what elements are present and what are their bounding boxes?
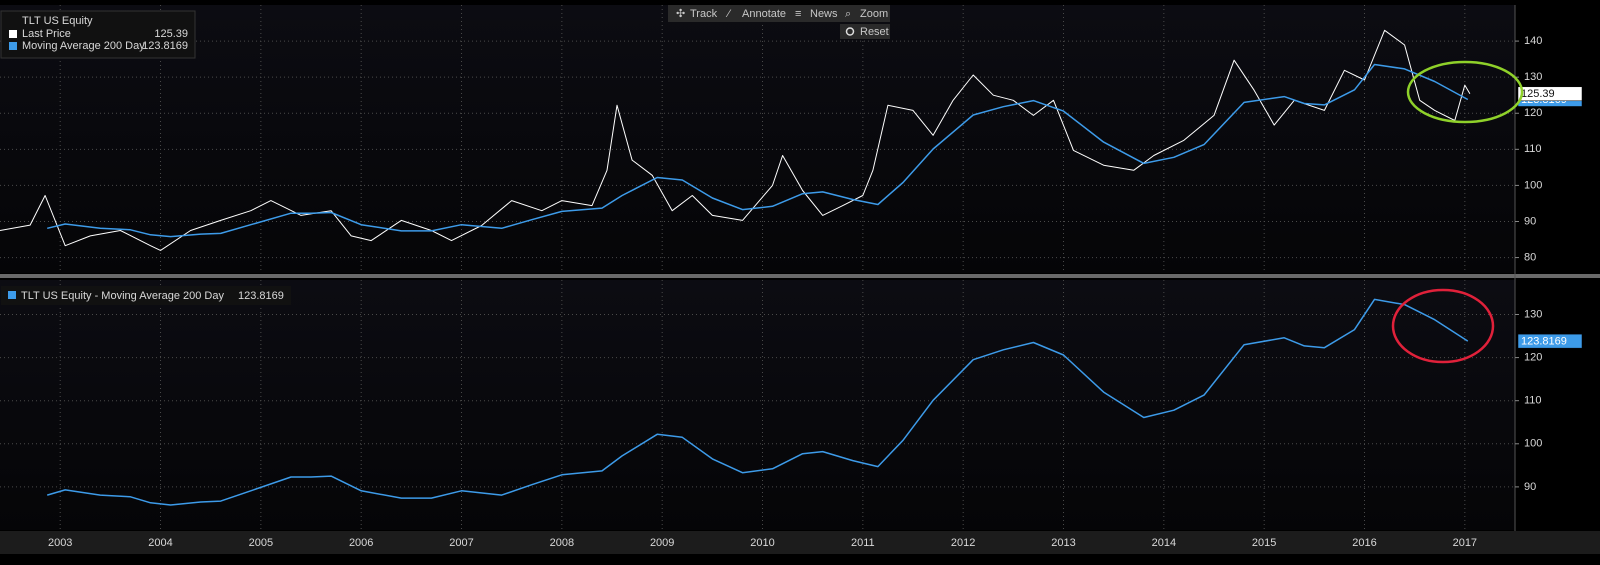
button-label: News	[810, 8, 838, 20]
legend-swatch	[9, 30, 17, 38]
y-tick-label: 110	[1524, 395, 1542, 407]
x-tick-label: 2003	[48, 537, 72, 549]
x-tick-label: 2010	[750, 537, 774, 549]
x-tick-label: 2015	[1252, 537, 1276, 549]
y-tick-label: 90	[1524, 215, 1536, 227]
x-axis-bar	[0, 531, 1600, 554]
toolbar-button[interactable]: ⌕ Zoom	[845, 8, 888, 20]
line-series	[47, 63, 1469, 238]
x-tick-label: 2006	[349, 537, 373, 549]
x-tick-label: 2017	[1453, 537, 1477, 549]
value-tag	[1517, 333, 1583, 349]
legend-label: Last Price	[22, 28, 71, 40]
y-tick-label: 100	[1524, 179, 1542, 191]
highlight-ellipse	[1406, 60, 1524, 124]
y-tick-label: 120	[1524, 351, 1542, 363]
toolbar-button[interactable]: ⁄ Annotate	[725, 8, 786, 20]
legend-title: TLT US Equity	[22, 15, 93, 27]
panel-divider	[0, 274, 1600, 278]
y-tick-label: 110	[1524, 143, 1542, 155]
x-tick-label: 2009	[650, 537, 674, 549]
x-tick-label: 2014	[1152, 537, 1176, 549]
y-tick-label: 100	[1524, 438, 1542, 450]
icon: ≡	[795, 8, 801, 20]
line-series	[0, 29, 1471, 251]
icon	[845, 27, 855, 36]
toolbar-button[interactable]: ≡ News	[795, 8, 838, 20]
legend-swatch	[8, 291, 16, 299]
bottom-plot-area	[0, 280, 1515, 530]
x-tick-label: 2007	[449, 537, 473, 549]
toolbar-button[interactable]: ✣ Track	[676, 8, 718, 20]
y-tick-label: 80	[1524, 251, 1536, 263]
bottom-legend: TLT US Equity - Moving Average 200 Day 1…	[1, 286, 291, 305]
button-label: Track	[690, 8, 718, 20]
reset-button[interactable]: Reset	[840, 24, 890, 39]
legend-value: 125.39	[154, 28, 188, 40]
highlight-ellipse	[1391, 288, 1495, 364]
legend-box	[1, 286, 291, 305]
legend-label: Moving Average 200 Day	[22, 40, 145, 52]
button-label: Reset	[860, 26, 889, 38]
legend-swatch	[9, 42, 17, 50]
y-tick-label: 120	[1524, 107, 1542, 119]
y-tick-label: 130	[1524, 308, 1542, 320]
value-tag	[1517, 86, 1583, 102]
x-tick-label: 2011	[851, 537, 875, 549]
top-legend: TLT US Equity Last Price 125.39 Moving A…	[0, 10, 196, 59]
button-label: Annotate	[742, 8, 786, 20]
x-tick-label: 2008	[550, 537, 574, 549]
icon: ✣	[676, 8, 685, 20]
x-tick-label: 2005	[249, 537, 273, 549]
y-tick-label: 90	[1524, 481, 1536, 493]
grid: 2003 2004 2005 2006 2007 2008 2009 2010 2011 2012…	[0, 5, 1542, 549]
button-label: Zoom	[860, 8, 888, 20]
reset-bg	[840, 24, 890, 39]
x-tick-label: 2016	[1352, 537, 1376, 549]
y-tick-label: 140	[1524, 35, 1542, 47]
y-tick-label: 130	[1524, 71, 1542, 83]
top-plot-area	[0, 5, 1515, 273]
line-series	[46, 298, 1469, 506]
icon: ⁄	[725, 8, 732, 20]
x-tick-label: 2012	[951, 537, 975, 549]
legend-value: 123.8169	[238, 290, 284, 302]
x-tick-label: 2004	[148, 537, 172, 549]
legend-label: TLT US Equity - Moving Average 200 Day	[21, 290, 224, 302]
icon: ⌕	[845, 8, 851, 20]
toolbar-bg	[668, 5, 890, 22]
legend-value: 123.8169	[142, 40, 188, 52]
x-tick-label: 2013	[1051, 537, 1075, 549]
value-tag-label: 125.39	[1521, 88, 1555, 100]
value-tag-label: 123.8169	[1521, 336, 1567, 348]
legend-box	[0, 10, 196, 59]
toolbar: ✣ Track ⁄ Annotate ≡ News ⌕ Zoom Reset	[668, 5, 890, 39]
